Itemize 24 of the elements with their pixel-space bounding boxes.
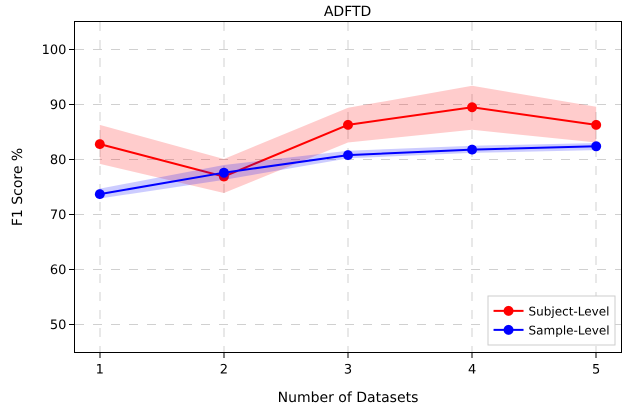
x-tick-label: 3 <box>344 362 352 378</box>
legend-label: Subject-Level <box>528 304 610 319</box>
point <box>467 144 478 155</box>
x-tick-label: 1 <box>96 362 104 378</box>
point <box>467 102 478 112</box>
point <box>591 141 602 152</box>
point <box>94 139 105 150</box>
y-tick-label: 60 <box>50 263 66 278</box>
point <box>343 120 353 130</box>
y-tick-label: 50 <box>50 318 66 334</box>
x-tick-label: 2 <box>220 362 228 378</box>
point <box>218 168 229 178</box>
x-tick-label: 5 <box>592 362 600 378</box>
y-tick-label: 100 <box>42 43 66 58</box>
point <box>591 120 602 130</box>
x-tick-label: 4 <box>468 362 476 378</box>
point <box>94 189 105 200</box>
y-tick-label: 80 <box>50 153 66 168</box>
x-axis-title: Number of Datasets <box>278 390 418 406</box>
y-tick-label: 90 <box>50 98 66 114</box>
y-tick-label: 70 <box>50 208 66 224</box>
legend-label: Sample-Level <box>528 324 610 338</box>
chart-title: ADFTD <box>324 4 372 20</box>
y-axis-title: F1 Score % <box>10 148 26 226</box>
